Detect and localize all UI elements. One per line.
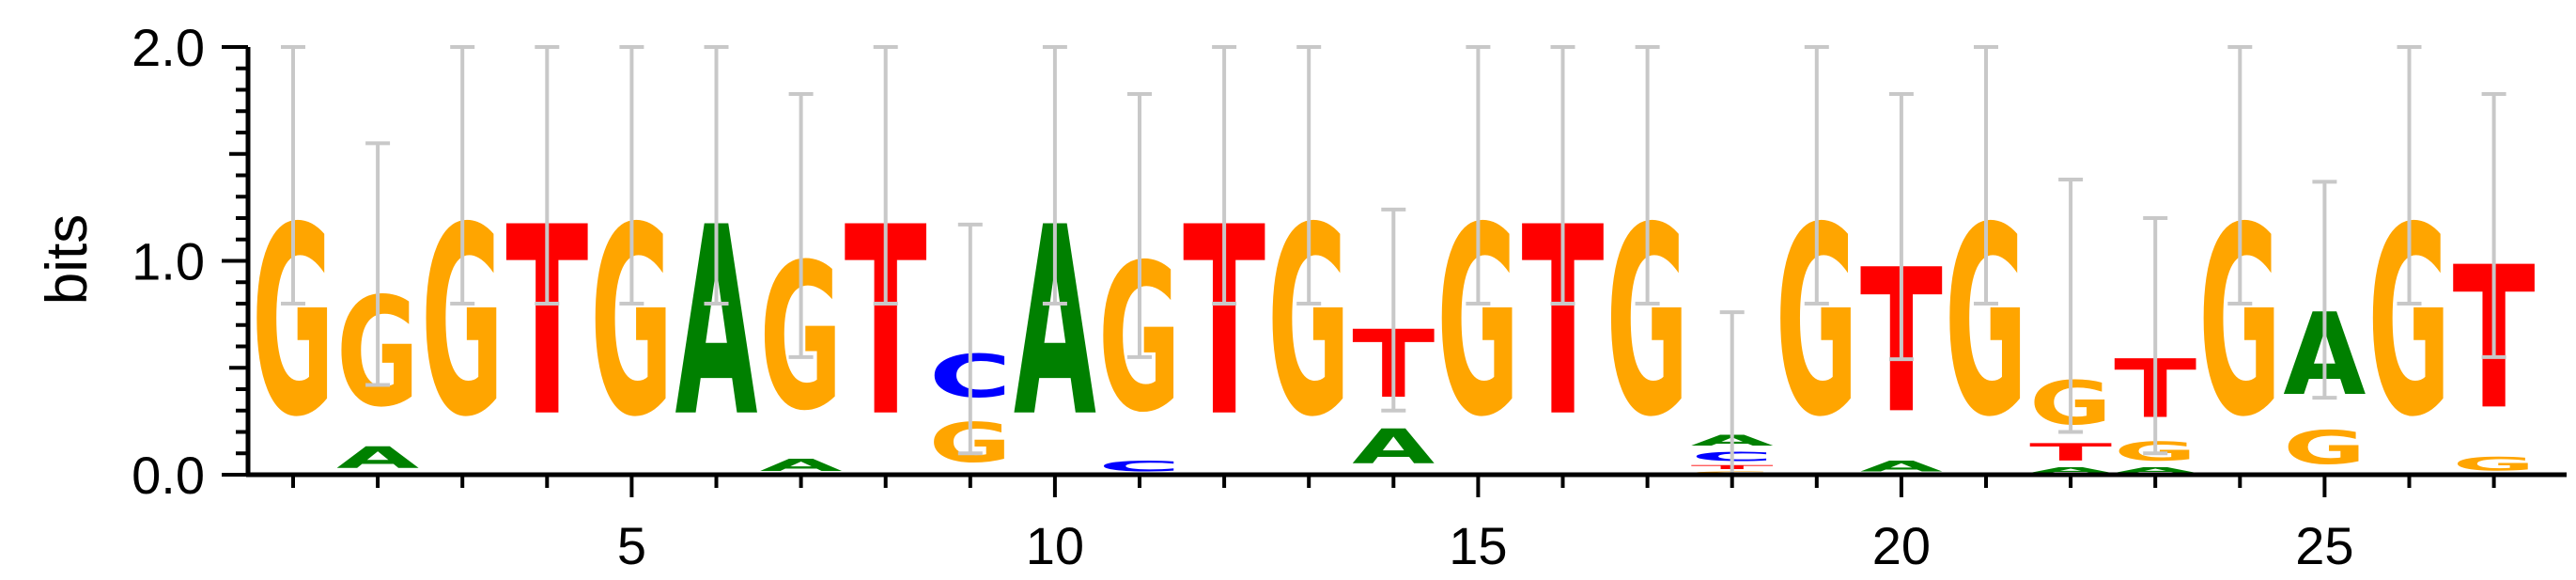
y-tick-label: 1.0 [132, 232, 205, 291]
x-tick-label: 25 [2295, 516, 2353, 575]
y-tick-label: 0.0 [132, 446, 205, 505]
logo-letter-G: G [2453, 453, 2536, 475]
x-tick-label: 15 [1449, 516, 1507, 575]
x-tick-label: 10 [1026, 516, 1084, 575]
y-tick-label: 2.0 [132, 18, 205, 77]
x-tick-label: 5 [617, 516, 646, 575]
x-ticks: 5 10 15 20 25 [293, 475, 2494, 575]
y-ticks: 0.0 1.0 2.0 [132, 18, 248, 505]
x-tick-label: 20 [1872, 516, 1931, 575]
logo-letter-A: A [336, 441, 420, 475]
y-axis-label: bits [35, 214, 100, 305]
logo-letter-A: A [1352, 419, 1435, 475]
logo-letter-A: A [760, 456, 843, 475]
logo-letter-G: G [2283, 421, 2366, 475]
logo-letter-T: T [2029, 438, 2112, 465]
logo-letter-A: A [1860, 458, 1943, 475]
logo-letter-C: C [1098, 458, 1181, 475]
